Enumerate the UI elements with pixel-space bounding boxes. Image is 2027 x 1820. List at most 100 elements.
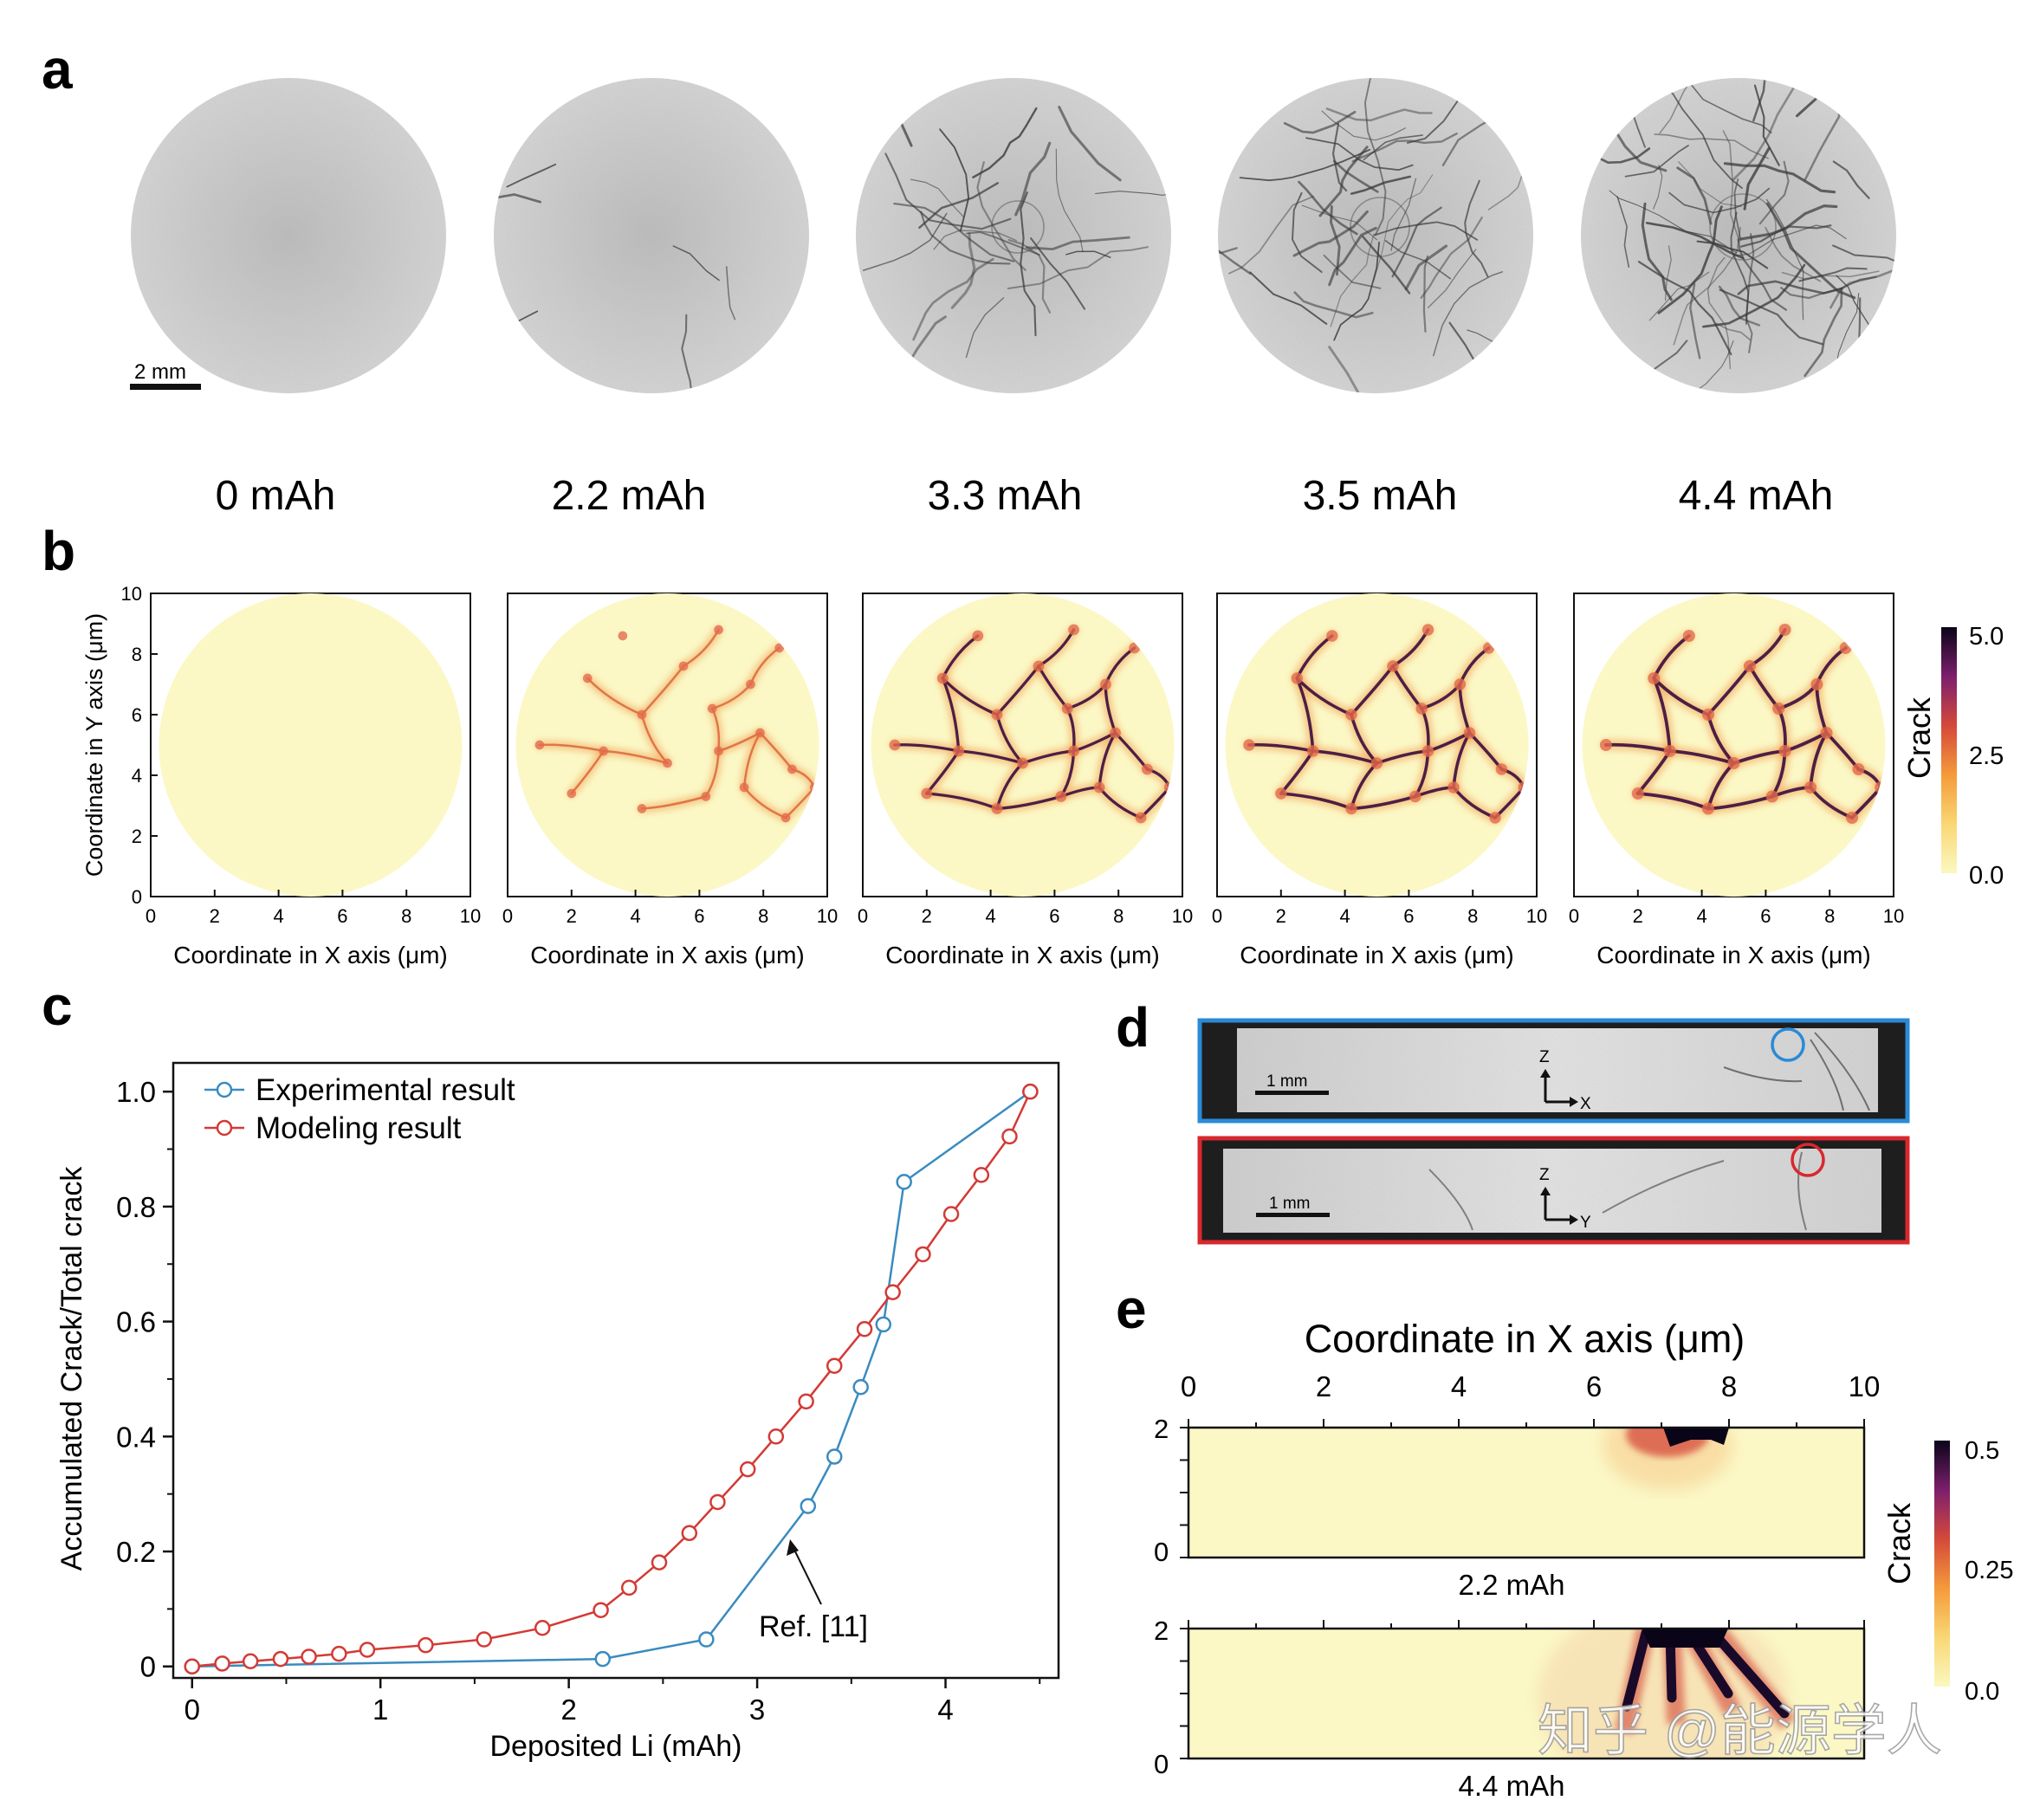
series-point [875,1316,892,1333]
x-tick-label: 2 [210,905,220,927]
series-point [272,1650,289,1668]
legend-label-model: Modeling result [256,1111,462,1145]
crack [1739,204,1838,241]
crack-core [925,792,999,811]
crack [950,231,976,309]
crack-branches [1622,1629,1790,1719]
crack [1766,202,1856,300]
crack [1676,166,1713,225]
x-axis-label: Coordinate in X axis (μm) [1240,942,1513,968]
crack-core [941,677,999,716]
section-yz-scale-bar [1256,1213,1330,1217]
series-point [594,1650,612,1668]
y-tick-label: 0 [140,1651,156,1683]
colorbar [1941,627,1957,873]
crack [1283,110,1357,134]
crack-junction [774,643,785,653]
crack-core [602,749,669,765]
x-tick-label: 10 [1526,905,1547,927]
chart-ticks: 0 1 2 3 4 0 0.2 0.4 0.6 0.8 1.0 [116,1076,1041,1726]
crack [1305,137,1414,172]
x-tick-label: 0 [1212,905,1222,927]
side-map-2-2: 2 0 2.2 mAh [1154,1414,1866,1601]
crack-ring [1709,193,1777,261]
crack [933,230,1017,250]
series-point [214,1655,230,1672]
crack [1668,187,1771,214]
crack-map-domain [515,593,819,897]
section-xz-crack [1723,1032,1870,1111]
y-tick-label: 0.4 [116,1421,156,1453]
crack-junction [714,625,723,635]
section-yz-marker [1791,1143,1825,1177]
crack [1374,221,1479,241]
crack-core [1279,792,1353,811]
crack [1325,107,1433,122]
xray-disc-3 [1218,78,1533,393]
x-tick-label: 8 [401,905,411,927]
x-tick-label: 8 [1721,1370,1737,1402]
crack-core [640,713,669,765]
x-tick-label: 4 [630,905,640,927]
crack [1648,271,1710,321]
legend-marker-exp [216,1081,233,1098]
panel-e: Coordinate in X axis (μm) 0 2 4 6 8 10 2 0 2.… [1154,1317,2013,1802]
crack [1829,269,1896,309]
crack-junction [1804,781,1817,793]
axis-z-label: Z [1539,1048,1550,1066]
panel-d-bottom: 1 mm Z Y [1197,1136,1910,1245]
crack-junction [1663,745,1676,757]
disc-texture [494,78,809,393]
crack [1404,244,1447,291]
chart-annotation: Ref. [11] [759,1539,868,1643]
crack-core [1663,1428,1729,1447]
chart-y-axis-label: Accumulated Crack/Total crack [55,1166,88,1571]
crack-junction [1463,727,1476,739]
crack [1433,271,1504,357]
axis-y-head [1570,1214,1578,1225]
crack-junction [1415,703,1428,715]
crack [725,266,736,321]
crack [1645,222,1745,260]
series-point [856,1320,873,1337]
crack [1780,275,1877,300]
colorbar-e [1934,1441,1950,1687]
crack [1624,145,1689,178]
crack [1293,291,1374,319]
x-tick-label: 2 [567,905,577,927]
crack-ring [991,200,1045,254]
series-point [709,1493,726,1511]
crack-junction [1345,709,1357,721]
series-point [651,1554,668,1571]
crack-junction [534,740,545,750]
panel-letter-a: a [42,38,73,100]
crack [1641,202,1673,301]
crack [1328,226,1377,287]
crack [1832,244,1896,277]
crack [1228,195,1315,275]
side-map-2-2-ytick-2: 2 [1154,1414,1169,1444]
crack [1363,134,1423,161]
crack [1007,238,1052,314]
x-tick-label: 6 [337,905,347,927]
axis-x-head [1570,1097,1578,1107]
x-tick-label: 3 [749,1694,765,1726]
crack-junction [1275,787,1287,800]
crack-network [1243,624,1529,824]
crack [965,297,1005,359]
x-tick-label: 10 [1849,1370,1881,1402]
crack-junction [1068,624,1079,636]
crack [912,257,994,341]
crack-junction [1846,812,1859,824]
crack [1706,256,1732,370]
panel-b-ylabel: Coordinate in Y axis (μm) [81,613,107,877]
crack-junction [1648,672,1661,684]
crack [1758,160,1790,225]
crack [1715,322,1752,341]
crack [1464,179,1489,278]
crack [1609,190,1738,254]
series-point [698,1631,715,1648]
crack-core [1295,677,1315,753]
